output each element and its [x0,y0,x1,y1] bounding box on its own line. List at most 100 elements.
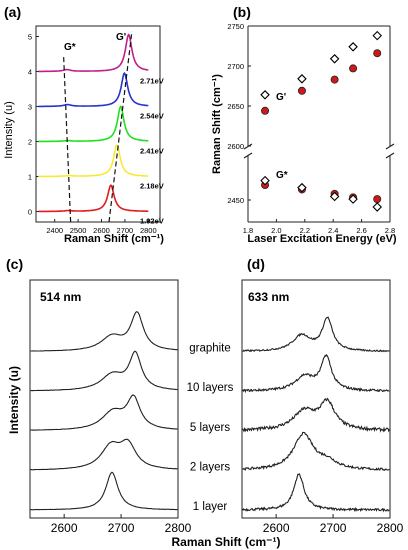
panel-c: (c) Intensity (u) 514 nm 2600 2700 2800 [6,256,192,535]
panel-d-axes: 2600 2700 2800 [241,279,404,535]
panel-c-series-4 [30,311,178,352]
layer-label: graphite [189,343,231,355]
panel-a-series-0 [38,184,149,213]
panel-b-point-diamond [297,74,307,84]
layer-label: 2 layers [190,461,231,473]
panel-d-xtick-label: 2800 [377,521,404,535]
panel-c-xtick-label: 2700 [108,521,135,535]
panel-b: (b) Raman Shift (cm⁻¹) Laser Excitation … [211,4,397,245]
panel-b-ytick-label: 2450 [227,196,244,205]
panel-b-point-diamond [297,182,307,193]
panel-b-point-circle [373,49,382,58]
panel-c-axes: 2600 2700 2800 [29,279,192,535]
panel-a-series-label: 2.41eV [140,147,164,156]
panel-b-ytick-label: 2750 [227,22,244,31]
panel-a-ylabel: Intensity (u) [3,101,15,158]
panel-a-series-2 [38,105,149,143]
panel-a-xtick-label: 2700 [117,226,134,235]
panel-d-xtick-label: 2700 [320,521,347,535]
panel-d: (d) 633 nm 2600 2700 2800 [241,256,404,535]
panel-a-xtick-label: 2600 [93,226,110,235]
panel-b-point-diamond [372,30,382,41]
panel-b-axes: 1.8 2.0 2.2 2.4 2.6 2.8 2600 2650 2700 2750 2450 [227,22,395,235]
panel-d-frame [241,279,391,519]
panel-b-point-circle [349,64,358,73]
panel-a-ytick-label: 3 [28,103,32,112]
panel-b-ytick-label: 2600 [227,142,244,151]
panel-b-annotation-gstar: G* [276,170,288,181]
panel-b-xtick-label: 2.4 [328,226,338,235]
panel-a-series-1 [38,143,149,178]
panel-c-frame [29,279,179,519]
panel-a-series-label: 2.18eV [140,182,164,191]
panel-a-guide-1 [108,31,133,223]
layer-label: 10 layers [187,382,234,394]
panel-b-break-mark [243,152,253,159]
panel-b-break-mark [385,143,395,150]
layer-label: 1 layer [193,501,228,513]
panel-d-xtick-label: 2600 [263,521,290,535]
panel-a-ytick-label: 1 [28,173,32,182]
panel-b-ytick-label: 2650 [227,102,244,111]
panel-a-annotation-gprime: G' [116,32,126,43]
panel-a-series-4 [38,33,149,73]
panel-a-xtick-label: 2400 [46,226,63,235]
panel-d-series-0 [242,473,390,513]
panel-b-point-circle [261,106,270,115]
panel-a-xtick-label: 2800 [140,226,157,235]
panel-a-label: (a) [4,4,21,20]
panel-a-frame [35,25,161,223]
panel-a-ytick-label: 4 [28,68,32,77]
panel-b-ylabel: Raman Shift (cm⁻¹) [211,74,223,174]
panel-b-xtick-label: 2.0 [271,226,281,235]
panel-b-plot [260,30,382,212]
panel-a-xtick-label: 2500 [70,226,87,235]
panel-b-xtick-label: 2.6 [356,226,366,235]
panel-c-series-2 [30,394,178,431]
panel-b-ytick-label: 2700 [227,62,244,71]
panel-a-plot: 1.92eV 2.18eV 2.41eV 2.54eV 2.71eV [38,31,164,226]
panel-b-point-diamond [260,90,270,100]
panel-a-series-3 [38,72,149,108]
panel-b-label: (b) [233,4,251,20]
panel-a-guide-0 [63,55,72,223]
panel-a-series-label: 2.54eV [140,112,164,121]
panel-d-series-2 [242,397,390,433]
panel-b-point-diamond [329,54,340,64]
panel-a-ytick-label: 0 [28,208,32,217]
panel-b-point-diamond [372,202,382,212]
panel-d-series-3 [242,353,390,394]
panel-c-label: (c) [6,256,23,272]
panel-c-xtick-label: 2800 [165,521,192,535]
panel-b-point-circle [330,75,339,84]
panel-c-plot [30,311,178,511]
panel-a-ytick-label: 2 [28,138,32,147]
panel-b-point-diamond [260,175,270,186]
panel-c-ylabel: Intensity (u) [7,366,21,434]
panel-b-point-diamond [348,42,358,52]
panel-d-series-4 [242,316,390,353]
panel-a-axes: 2400 2500 2600 2700 2800 0 1 2 3 4 5 [28,25,161,235]
panel-c-series-3 [30,350,178,392]
panel-d-plot [242,316,390,513]
layer-labels: 1 layer 2 layers 5 layers 10 layers graphite [187,343,234,513]
panel-b-point-diamond [329,191,340,202]
panel-b-xlabel: Laser Excitation Energy (eV) [247,233,396,245]
panel-a-xlabel: Raman Shift (cm⁻¹) [64,233,164,245]
panel-b-break-mark [385,152,395,159]
panel-b-point-circle [373,195,382,204]
panel-a-ytick-label: 5 [28,33,32,42]
panel-a: (a) Intensity (u) Raman Shift (cm⁻¹) 240… [3,4,164,245]
shared-xlabel: Raman Shift (cm⁻¹) [171,535,280,549]
panel-c-series-1 [30,438,178,471]
panel-c-xtick-label: 2600 [51,521,78,535]
layer-label: 5 layers [190,422,231,434]
panel-d-series-1 [242,431,390,471]
panel-d-label: (d) [247,256,265,272]
panel-b-annotation-gprime: G' [276,92,286,103]
panel-b-xtick-label: 2.8 [385,226,395,235]
panel-b-point-circle [297,86,306,95]
panel-a-series-label: 2.71eV [140,77,164,86]
panel-c-laser-label: 514 nm [40,290,81,304]
